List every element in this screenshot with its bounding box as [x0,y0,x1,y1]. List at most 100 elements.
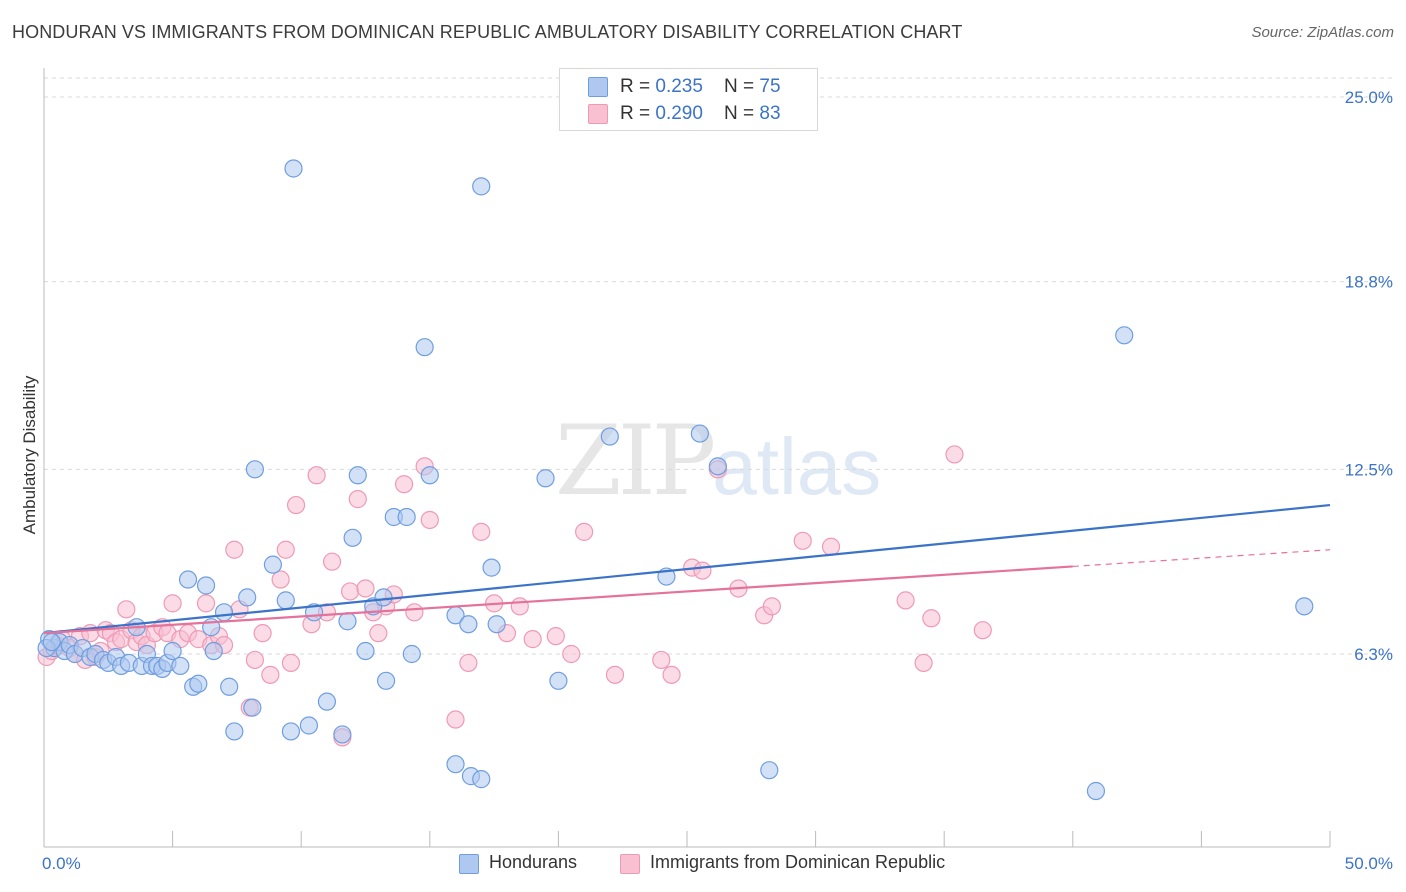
dominican-point [472,522,491,541]
honduran-point [204,641,223,661]
dominican-point [575,522,594,541]
honduran-point [536,469,555,488]
dominican-point [420,510,439,530]
honduran-point [317,692,337,711]
tick-labels: 6.3% 12.5% 18.8% 25.0% 0.0% 50.0% [42,88,1393,873]
watermark: ZIPatlas [555,405,881,517]
honduran-point [42,632,61,652]
pink-swatch-icon [620,854,640,874]
honduran-point [243,698,262,717]
dominican-point [276,540,295,559]
dominican-point [510,597,529,616]
dominican-trend-extension [1072,549,1331,568]
dominican-point [348,490,367,509]
dominican-point [662,665,681,684]
dominican-point [523,630,542,649]
honduran-points [37,159,1314,801]
watermark-atlas: atlas [712,422,882,511]
dominican-point [322,552,342,571]
source-label: Source: ZipAtlas.com [1251,24,1394,41]
dominican-point [286,495,306,515]
dominican-point [196,594,216,613]
dominican-point [405,603,424,622]
honduran-point [281,722,301,741]
dominican-point [340,582,360,601]
honduran-point [220,677,239,696]
honduran-point [482,558,501,577]
dominican-point [117,600,136,619]
trend-lines [43,503,1331,635]
honduran-point [472,177,491,196]
dominican-point [922,609,941,628]
honduran-point [415,338,434,357]
honduran-point [263,555,283,574]
dominican-point [546,627,565,646]
dominican-point [945,445,964,464]
axes [43,68,1331,848]
dominican-point [307,466,326,485]
honduran-point [402,644,421,664]
dominican-point [253,624,272,643]
honduran-point [600,427,619,446]
blue-swatch-icon [588,77,608,97]
dominican-point [914,653,933,673]
dominican-point [446,710,465,729]
honduran-point [708,457,727,476]
honduran-point [420,466,439,485]
y-tick-label: 12.5% [1345,460,1393,479]
dominican-point [896,591,915,610]
dominican-point [245,650,265,670]
dominican-point [762,597,781,616]
bottom-legend-label: Hondurans [489,852,578,872]
honduran-point [549,671,568,690]
dominican-point [693,561,712,580]
dominican-point [652,650,671,670]
honduran-point [276,591,295,610]
honduran-point [356,641,375,661]
dominican-point [281,653,301,673]
dominican-point [163,594,182,613]
honduran-point [348,466,367,485]
honduran-point [760,761,779,780]
dominican-point [973,621,992,640]
dominican-points [37,445,992,747]
x-tick-label: 0.0% [42,854,81,873]
honduran-point [1295,597,1314,616]
legend-text-dominican: R = 0.290 N = 83 [620,103,781,124]
honduran-point [690,424,709,443]
honduran-point [376,671,396,690]
honduran-point [299,716,319,735]
honduran-point [397,507,416,527]
legend-text-hondurans: R = 0.235 N = 75 [620,76,781,97]
honduran-point [487,615,506,634]
honduran-point [338,612,357,631]
watermark-zip: ZIP [555,405,716,517]
honduran-point [189,674,208,693]
dominican-point [394,475,414,494]
honduran-point [225,722,244,741]
correlation-legend: R = 0.235 N = 75 R = 0.290 N = 83 [559,68,818,131]
dominican-point [459,653,478,673]
honduran-point [238,588,257,607]
honduran-point [245,460,265,479]
dominican-point [793,531,812,550]
blue-swatch-icon [459,854,479,874]
dominican-point [562,644,581,664]
honduran-point [163,641,182,661]
bottom-legend-label: Immigrants from Dominican Republic [650,852,946,872]
honduran-point [446,755,465,774]
honduran-point [374,588,393,607]
chart-title: HONDURAN VS IMMIGRANTS FROM DOMINICAN RE… [12,22,963,42]
dominican-point [821,537,841,556]
honduran-point [472,770,491,789]
honduran-point [333,725,352,744]
honduran-trend-line [43,503,1331,635]
dominican-point [261,665,280,684]
y-tick-label: 25.0% [1345,88,1393,107]
honduran-point [1086,781,1106,801]
x-tick-label: 50.0% [1345,854,1393,873]
y-tick-label: 6.3% [1354,645,1393,664]
honduran-point [196,576,216,595]
dominican-point [369,624,388,643]
y-tick-label: 18.8% [1345,273,1393,292]
